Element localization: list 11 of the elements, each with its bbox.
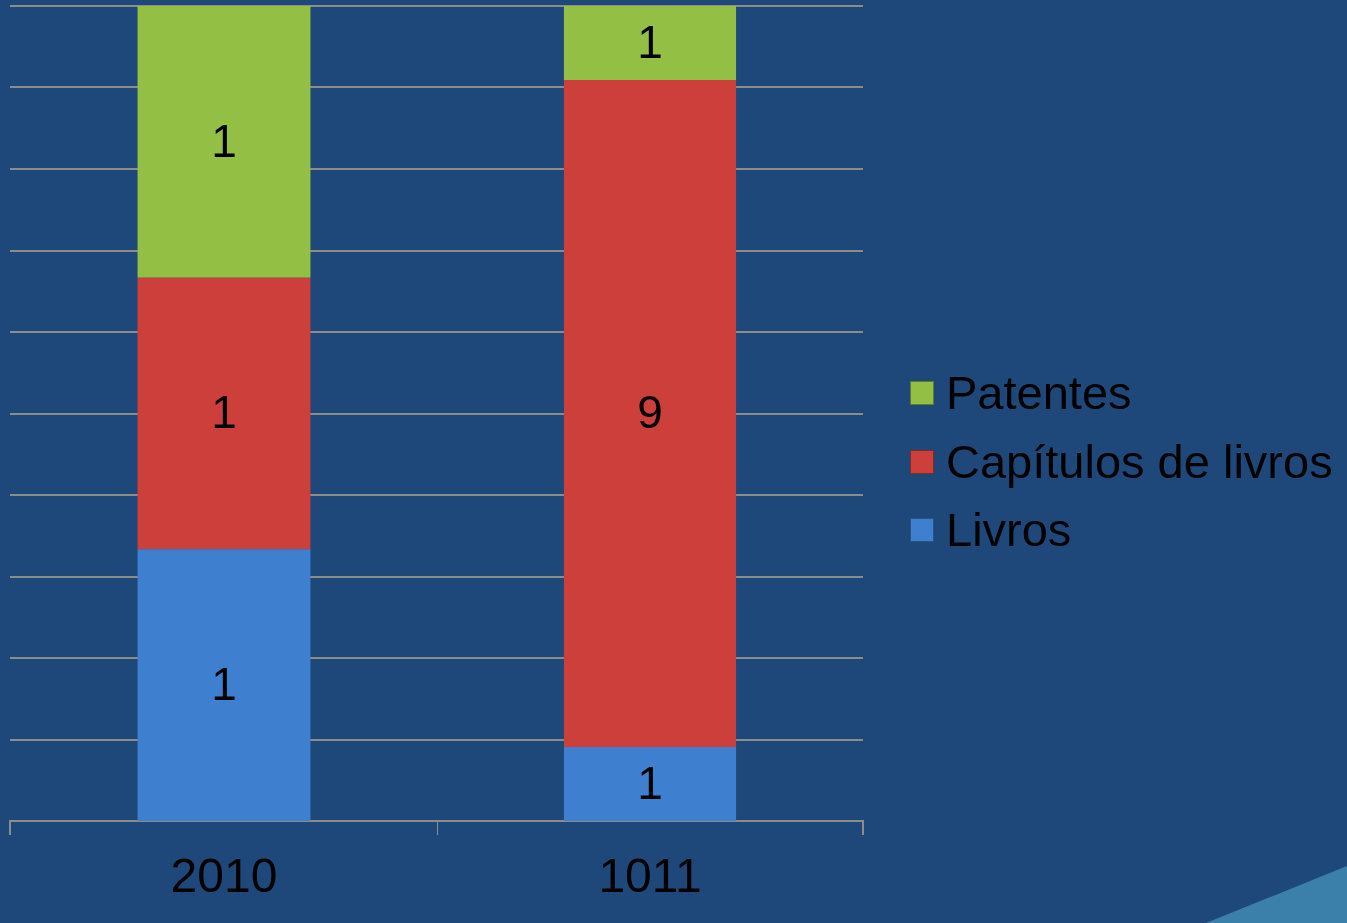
data-label: 1 <box>637 756 663 809</box>
legend-label: Patentes <box>946 366 1132 420</box>
data-label: 1 <box>211 386 237 439</box>
data-label: 1 <box>211 657 237 710</box>
data-label: 1 <box>637 15 663 68</box>
legend-label: Capítulos de livros <box>946 434 1333 488</box>
x-tick-label: 2010 <box>170 849 278 903</box>
data-label: 9 <box>637 386 663 439</box>
x-tick-label: 1011 <box>598 849 702 903</box>
legend-label: Livros <box>946 503 1072 557</box>
data-label: 1 <box>211 114 237 167</box>
